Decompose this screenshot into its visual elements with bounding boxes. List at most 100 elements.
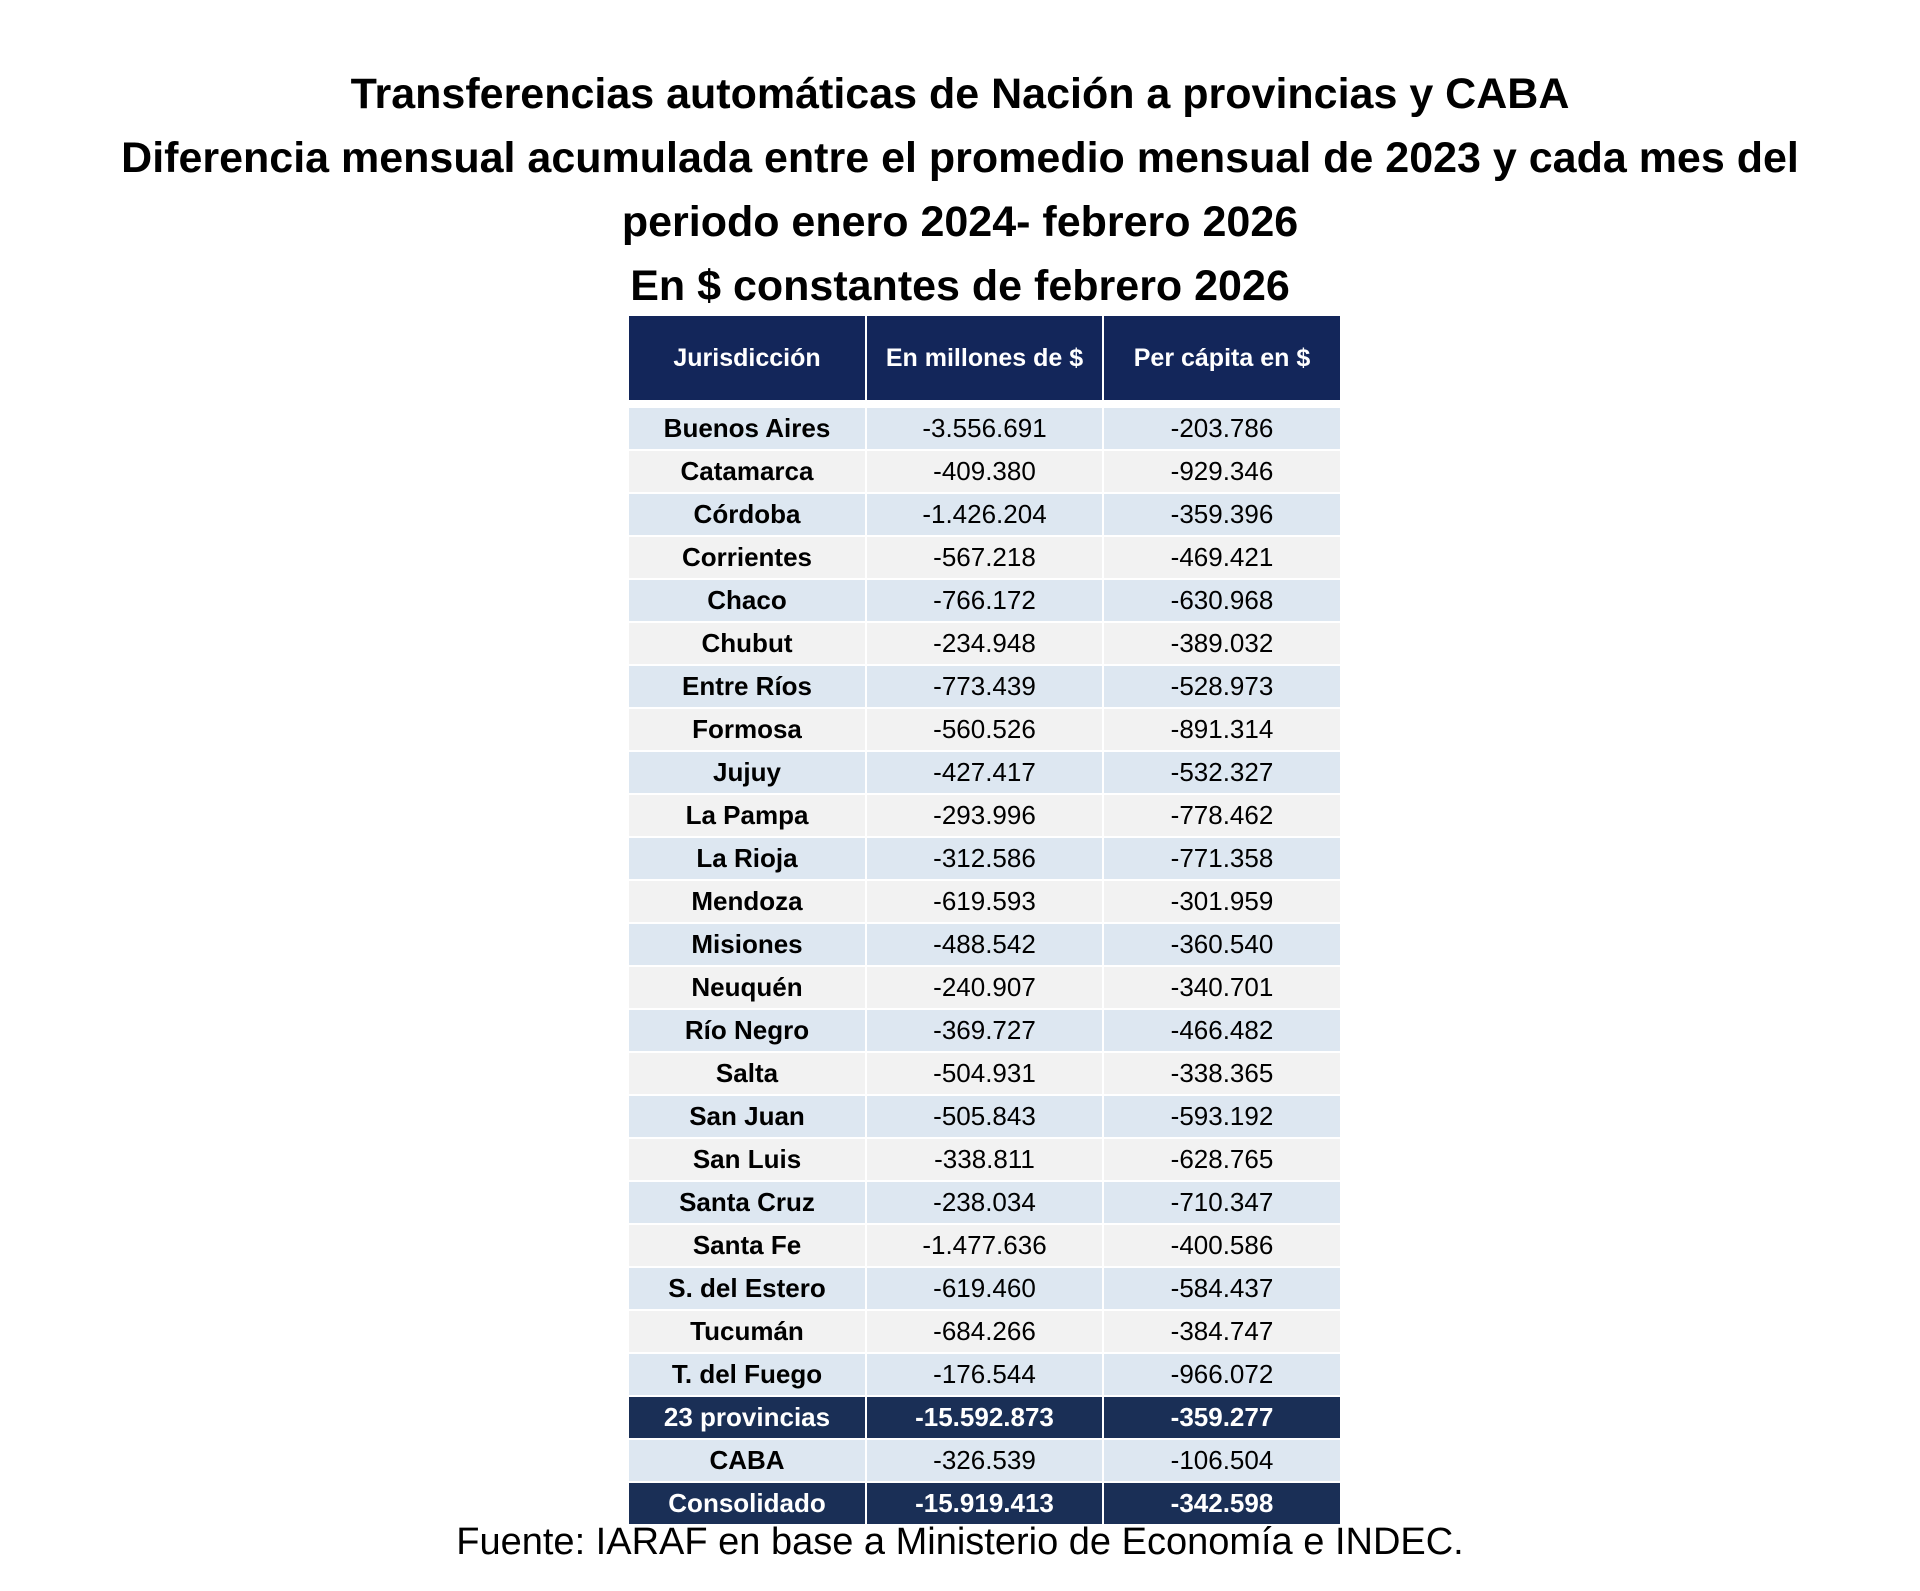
cell-per-capita: -966.072 (1103, 1353, 1340, 1397)
table-row: Entre Ríos -773.439 -528.973 (629, 665, 1340, 709)
table-body: Buenos Aires -3.556.691 -203.786 Catamarca -… (629, 404, 1340, 1526)
table-row: Corrientes -567.218 -469.421 (629, 536, 1340, 580)
cell-jurisdiccion: Córdoba (629, 493, 867, 537)
chart-title: Transferencias automáticas de Nación a p… (0, 62, 1920, 318)
cell-millones: -567.218 (866, 536, 1104, 580)
cell-jurisdiccion: Río Negro (629, 1009, 867, 1053)
cell-per-capita: -359.277 (1103, 1396, 1340, 1440)
cell-jurisdiccion: Santa Fe (629, 1224, 867, 1268)
table-row: S. del Estero -619.460 -584.437 (629, 1267, 1340, 1311)
cell-millones: -409.380 (866, 450, 1104, 494)
source-note: Fuente: IARAF en base a Ministerio de Ec… (456, 1521, 1464, 1563)
cell-millones: -326.539 (866, 1439, 1104, 1483)
table-row: Formosa -560.526 -891.314 (629, 708, 1340, 752)
cell-jurisdiccion: Corrientes (629, 536, 867, 580)
cell-millones: -15.592.873 (866, 1396, 1104, 1440)
cell-jurisdiccion: Buenos Aires (629, 404, 867, 451)
cell-millones: -1.426.204 (866, 493, 1104, 537)
title-line-1: Transferencias automáticas de Nación a p… (350, 70, 1570, 118)
cell-jurisdiccion: Chubut (629, 622, 867, 666)
table-row: San Juan -505.843 -593.192 (629, 1095, 1340, 1139)
title-line-2: Diferencia mensual acumulada entre el pr… (121, 134, 1799, 182)
cell-per-capita: -203.786 (1103, 404, 1340, 451)
table-row: Chubut -234.948 -389.032 (629, 622, 1340, 666)
table-row: Jujuy -427.417 -532.327 (629, 751, 1340, 795)
cell-per-capita: -359.396 (1103, 493, 1340, 537)
cell-millones: -3.556.691 (866, 404, 1104, 451)
cell-millones: -773.439 (866, 665, 1104, 709)
cell-per-capita: -771.358 (1103, 837, 1340, 881)
table-row: Buenos Aires -3.556.691 -203.786 (629, 404, 1340, 451)
table-header-row: Jurisdicción En millones de $ Per cápita… (629, 316, 1340, 408)
table-row: Chaco -766.172 -630.968 (629, 579, 1340, 623)
cell-millones: -619.593 (866, 880, 1104, 924)
cell-jurisdiccion: Neuquén (629, 966, 867, 1010)
cell-millones: -234.948 (866, 622, 1104, 666)
cell-jurisdiccion: Tucumán (629, 1310, 867, 1354)
cell-jurisdiccion: Misiones (629, 923, 867, 967)
cell-per-capita: -466.482 (1103, 1009, 1340, 1053)
cell-jurisdiccion: Jujuy (629, 751, 867, 795)
cell-per-capita: -342.598 (1103, 1482, 1340, 1526)
cell-jurisdiccion: CABA (629, 1439, 867, 1483)
cell-per-capita: -301.959 (1103, 880, 1340, 924)
cell-jurisdiccion: T. del Fuego (629, 1353, 867, 1397)
cell-millones: -238.034 (866, 1181, 1104, 1225)
table-row: Mendoza -619.593 -301.959 (629, 880, 1340, 924)
cell-jurisdiccion: Entre Ríos (629, 665, 867, 709)
data-table-container: Jurisdicción En millones de $ Per cápita… (629, 316, 1340, 1526)
cell-millones: -504.931 (866, 1052, 1104, 1096)
cell-millones: -560.526 (866, 708, 1104, 752)
data-table: Jurisdicción En millones de $ Per cápita… (629, 316, 1340, 1526)
cell-millones: -176.544 (866, 1353, 1104, 1397)
cell-jurisdiccion: S. del Estero (629, 1267, 867, 1311)
cell-millones: -312.586 (866, 837, 1104, 881)
table-row: La Rioja -312.586 -771.358 (629, 837, 1340, 881)
cell-jurisdiccion: Catamarca (629, 450, 867, 494)
cell-millones: -240.907 (866, 966, 1104, 1010)
cell-per-capita: -389.032 (1103, 622, 1340, 666)
table-row: 23 provincias -15.592.873 -359.277 (629, 1396, 1340, 1440)
cell-per-capita: -338.365 (1103, 1052, 1340, 1096)
cell-per-capita: -891.314 (1103, 708, 1340, 752)
title-line-4: En $ constantes de febrero 2026 (630, 262, 1290, 310)
cell-per-capita: -593.192 (1103, 1095, 1340, 1139)
cell-per-capita: -384.747 (1103, 1310, 1340, 1354)
cell-per-capita: -630.968 (1103, 579, 1340, 623)
column-header-millones: En millones de $ (866, 316, 1104, 408)
cell-per-capita: -528.973 (1103, 665, 1340, 709)
cell-per-capita: -929.346 (1103, 450, 1340, 494)
cell-jurisdiccion: Santa Cruz (629, 1181, 867, 1225)
cell-millones: -15.919.413 (866, 1482, 1104, 1526)
cell-jurisdiccion: Mendoza (629, 880, 867, 924)
cell-jurisdiccion: La Pampa (629, 794, 867, 838)
table-row: Misiones -488.542 -360.540 (629, 923, 1340, 967)
title-line-3: periodo enero 2024- febrero 2026 (621, 198, 1299, 246)
table-row: CABA -326.539 -106.504 (629, 1439, 1340, 1483)
table-row: Consolidado -15.919.413 -342.598 (629, 1482, 1340, 1526)
table-row: Santa Cruz -238.034 -710.347 (629, 1181, 1340, 1225)
cell-per-capita: -628.765 (1103, 1138, 1340, 1182)
cell-per-capita: -106.504 (1103, 1439, 1340, 1483)
cell-millones: -1.477.636 (866, 1224, 1104, 1268)
cell-millones: -488.542 (866, 923, 1104, 967)
cell-millones: -766.172 (866, 579, 1104, 623)
cell-per-capita: -778.462 (1103, 794, 1340, 838)
table-row: Santa Fe -1.477.636 -400.586 (629, 1224, 1340, 1268)
table-row: T. del Fuego -176.544 -966.072 (629, 1353, 1340, 1397)
cell-jurisdiccion: Consolidado (629, 1482, 867, 1526)
cell-per-capita: -360.540 (1103, 923, 1340, 967)
table-row: Neuquén -240.907 -340.701 (629, 966, 1340, 1010)
table-row: La Pampa -293.996 -778.462 (629, 794, 1340, 838)
cell-per-capita: -710.347 (1103, 1181, 1340, 1225)
cell-jurisdiccion: San Juan (629, 1095, 867, 1139)
cell-millones: -619.460 (866, 1267, 1104, 1311)
cell-per-capita: -532.327 (1103, 751, 1340, 795)
cell-millones: -338.811 (866, 1138, 1104, 1182)
cell-millones: -293.996 (866, 794, 1104, 838)
cell-millones: -427.417 (866, 751, 1104, 795)
cell-millones: -369.727 (866, 1009, 1104, 1053)
column-header-jurisdiccion: Jurisdicción (629, 316, 867, 408)
cell-jurisdiccion: Chaco (629, 579, 867, 623)
column-header-per-capita: Per cápita en $ (1103, 316, 1340, 408)
